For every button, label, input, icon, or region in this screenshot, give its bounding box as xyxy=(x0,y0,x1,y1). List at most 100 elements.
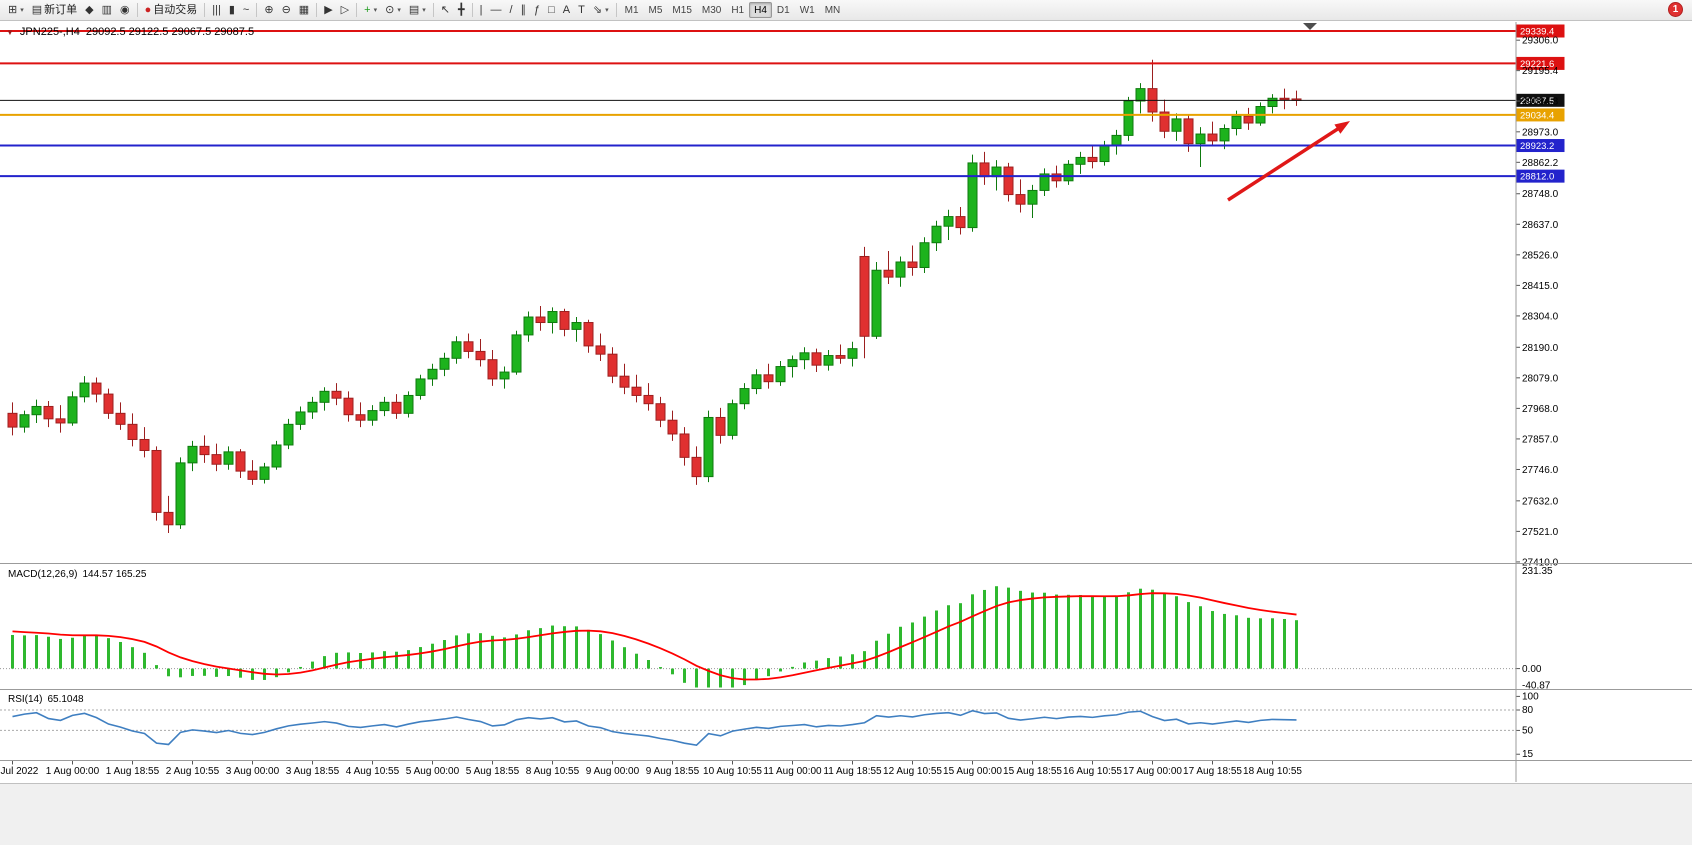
chart-shift-marker-icon xyxy=(1303,23,1317,30)
svg-text:29034.4: 29034.4 xyxy=(1520,110,1554,121)
shapes-button[interactable]: □ xyxy=(544,2,559,19)
equidistant-channel-button[interactable]: ∥ xyxy=(517,2,531,19)
rsi-line xyxy=(12,709,1297,747)
cursor-icon: ↖ xyxy=(440,3,450,16)
status-area xyxy=(0,783,1692,845)
expert-advisors-icon: ◆ xyxy=(85,3,94,16)
svg-text:29087.5: 29087.5 xyxy=(1520,96,1554,107)
timeframe-w1-button[interactable]: W1 xyxy=(799,4,815,16)
svg-text:12 Aug 10:55: 12 Aug 10:55 xyxy=(883,766,942,777)
svg-text:28748.0: 28748.0 xyxy=(1522,189,1559,200)
svg-text:27632.0: 27632.0 xyxy=(1522,496,1559,507)
fibonacci-retracement-button[interactable]: ƒ xyxy=(530,2,544,19)
svg-text:29221.6: 29221.6 xyxy=(1520,59,1554,70)
chevron-down-icon[interactable]: ▾ xyxy=(373,6,378,14)
svg-text:0.00: 0.00 xyxy=(1522,664,1542,675)
tile-windows-button[interactable]: ▦ xyxy=(295,2,313,19)
text-label-button[interactable]: T xyxy=(574,2,589,19)
price-label-box-29034.4 xyxy=(1516,108,1565,122)
chevron-down-icon[interactable]: ▾ xyxy=(605,6,609,14)
arrow-annotation-line[interactable] xyxy=(1227,123,1345,202)
macd-params-label: MACD(12,26,9) xyxy=(8,569,78,580)
svg-text:5 Aug 18:55: 5 Aug 18:55 xyxy=(466,766,520,777)
periods-button[interactable]: ⊙ ▾ xyxy=(381,2,405,19)
toolbar-separator xyxy=(471,3,473,17)
price-label-box-28923.2 xyxy=(1516,139,1565,153)
toolbar-separator xyxy=(432,3,434,17)
svg-text:3 Aug 00:00: 3 Aug 00:00 xyxy=(226,766,280,777)
chevron-down-icon[interactable]: ▾ xyxy=(20,6,24,14)
arrow-tools-icon: ⇘ xyxy=(592,3,603,16)
timeframe-m1-button[interactable]: M1 xyxy=(624,4,639,16)
auto-trading-button[interactable]: ● 自动交易 xyxy=(141,2,202,19)
data-window-button[interactable]: ◉ xyxy=(116,2,134,19)
svg-text:28923.2: 28923.2 xyxy=(1520,141,1554,152)
timeframe-mn-button[interactable]: MN xyxy=(824,4,841,16)
svg-text:10 Aug 10:55: 10 Aug 10:55 xyxy=(703,766,762,777)
new-chart-button[interactable]: ⊞ ▾ xyxy=(4,2,28,19)
chart-shift-button[interactable]: ▷ xyxy=(337,2,353,19)
chevron-down-icon[interactable]: ▾ xyxy=(422,6,426,14)
timeframe-m30-button[interactable]: M30 xyxy=(701,4,722,16)
timeframe-h4-button[interactable]: H4 xyxy=(749,2,772,18)
chart-line-icon: ~ xyxy=(242,3,250,16)
zoom-out-button[interactable]: ⊖ xyxy=(278,2,295,19)
svg-text:28415.0: 28415.0 xyxy=(1522,281,1559,292)
profiles-button[interactable]: ▥ xyxy=(98,2,116,19)
svg-text:11 Aug 00:00: 11 Aug 00:00 xyxy=(763,766,822,777)
timeframe-m15-button[interactable]: M15 xyxy=(672,4,692,16)
chart-bars-button[interactable]: ||| xyxy=(208,2,225,19)
arrow-tools-button[interactable]: ⇘ ▾ xyxy=(589,2,613,19)
svg-text:28973.0: 28973.0 xyxy=(1522,127,1559,138)
chart-candlesticks-button[interactable]: ▮ xyxy=(225,2,239,19)
svg-text:29 Jul 2022: 29 Jul 2022 xyxy=(0,766,39,777)
time-axis: 29 Jul 2022 1 Aug 00:00 1 Aug 18:55 2 Aug 1… xyxy=(0,760,1302,777)
auto-scroll-button[interactable]: ▶ xyxy=(320,2,336,19)
vertical-line-icon: | xyxy=(479,3,483,16)
crosshair-button[interactable]: ╋ xyxy=(454,2,469,19)
svg-text:11 Aug 18:55: 11 Aug 18:55 xyxy=(823,766,882,777)
zoom-in-icon: ⊕ xyxy=(264,3,274,16)
new-order-button[interactable]: ▤ 新订单 xyxy=(28,2,81,19)
text-icon: A xyxy=(562,3,571,16)
svg-text:4 Aug 10:55: 4 Aug 10:55 xyxy=(346,766,400,777)
price-label-box-29087.5 xyxy=(1516,93,1565,107)
text-button[interactable]: A xyxy=(559,2,574,19)
svg-text:28526.0: 28526.0 xyxy=(1522,250,1559,261)
fibonacci-retracement-icon: ƒ xyxy=(534,3,541,16)
svg-text:17 Aug 18:55: 17 Aug 18:55 xyxy=(1183,766,1242,777)
chart-bars-icon: ||| xyxy=(212,3,221,16)
arrow-annotation-head[interactable] xyxy=(1334,121,1350,134)
chevron-down-icon[interactable]: ▾ xyxy=(397,6,401,14)
svg-text:15 Aug 18:55: 15 Aug 18:55 xyxy=(1003,766,1062,777)
notification-badge[interactable]: 1 xyxy=(1668,2,1683,17)
svg-text:2 Aug 10:55: 2 Aug 10:55 xyxy=(166,766,220,777)
expert-advisors-button[interactable]: ◆ xyxy=(81,2,97,19)
templates-button[interactable]: ▤ ▾ xyxy=(405,2,430,19)
timeframe-h1-button[interactable]: H1 xyxy=(731,4,745,16)
svg-text:1 Aug 18:55: 1 Aug 18:55 xyxy=(106,766,160,777)
timeframe-d1-button[interactable]: D1 xyxy=(776,4,790,16)
one-click-trading-icon[interactable]: ▼ xyxy=(6,27,14,37)
text-label-icon: T xyxy=(578,3,585,16)
pane-frame xyxy=(0,22,1692,782)
chart-line-button[interactable]: ~ xyxy=(239,2,253,19)
indicators-list-button[interactable]: + ▾ xyxy=(360,2,381,19)
macd-values-label: 144.57 165.25 xyxy=(82,569,147,580)
cursor-button[interactable]: ↖ xyxy=(437,2,454,19)
horizontal-line-icon: — xyxy=(490,3,502,16)
symbol-period-label: JPN225-,H4 xyxy=(19,26,80,38)
ohlc-readout: 29092.5 29122.5 29067.5 29087.5 xyxy=(85,26,255,38)
new-chart-icon: ⊞ xyxy=(8,3,18,16)
new-order-icon: ▤ xyxy=(31,3,43,16)
svg-text:18 Aug 10:55: 18 Aug 10:55 xyxy=(1243,766,1302,777)
svg-text:231.35: 231.35 xyxy=(1522,566,1553,577)
zoom-in-button[interactable]: ⊕ xyxy=(260,2,277,19)
trendline-button[interactable]: / xyxy=(505,2,516,19)
vertical-line-button[interactable]: | xyxy=(476,2,487,19)
horizontal-line-button[interactable]: — xyxy=(486,2,505,19)
svg-text:27410.0: 27410.0 xyxy=(1522,557,1559,568)
equidistant-channel-icon: ∥ xyxy=(520,3,527,16)
timeframe-m5-button[interactable]: M5 xyxy=(648,4,663,16)
